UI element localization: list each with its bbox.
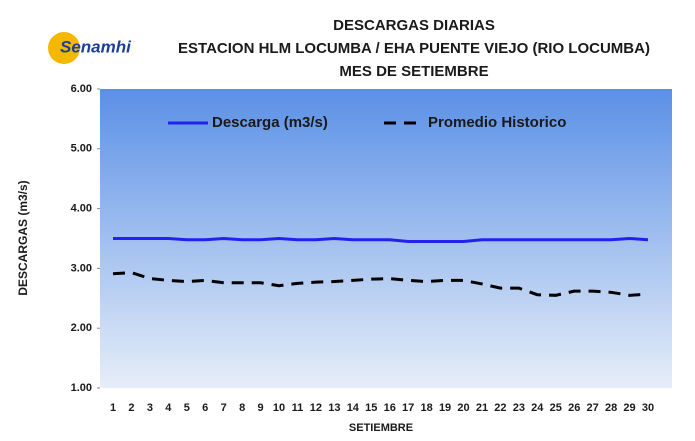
series-line xyxy=(112,271,649,297)
y-tick-label: 5.00 xyxy=(71,143,92,155)
x-tick-label: 8 xyxy=(239,402,245,414)
x-tick-label: 2 xyxy=(128,402,134,414)
y-tick-label: 4.00 xyxy=(71,203,92,215)
x-tick-label: 29 xyxy=(623,402,635,414)
title-line: ESTACION HLM LOCUMBA / EHA PUENTE VIEJO … xyxy=(178,40,650,57)
x-tick-label: 24 xyxy=(531,402,544,414)
x-tick-label: 7 xyxy=(221,402,227,414)
x-tick-label: 16 xyxy=(384,402,396,414)
y-tick-label: 2.00 xyxy=(71,322,92,334)
x-tick-label: 28 xyxy=(605,402,617,414)
x-tick-label: 11 xyxy=(292,402,304,414)
y-tick-label: 1.00 xyxy=(71,382,92,394)
logo: Senamhi xyxy=(60,37,132,56)
x-tick-label: 13 xyxy=(328,402,340,414)
x-tick-label: 3 xyxy=(147,402,153,414)
x-tick-label: 12 xyxy=(310,402,322,414)
x-tick-label: 6 xyxy=(202,402,208,414)
x-tick-label: 15 xyxy=(365,402,377,414)
x-tick-label: 26 xyxy=(568,402,580,414)
x-tick-label: 4 xyxy=(165,402,172,414)
legend-label: Promedio Historico xyxy=(428,114,566,131)
legend-label: Descarga (m3/s) xyxy=(212,114,328,131)
title-line: MES DE SETIEMBRE xyxy=(339,63,488,80)
x-tick-label: 22 xyxy=(494,402,506,414)
x-tick-label: 10 xyxy=(273,402,285,414)
title-line: DESCARGAS DIARIAS xyxy=(333,17,495,34)
x-tick-label: 17 xyxy=(402,402,414,414)
x-tick-label: 23 xyxy=(513,402,525,414)
logo-sun xyxy=(48,32,80,64)
y-axis-label: DESCARGAS (m3/s) xyxy=(16,180,30,295)
x-tick-label: 14 xyxy=(347,402,360,414)
x-tick-label: 21 xyxy=(476,402,488,414)
x-tick-label: 27 xyxy=(587,402,599,414)
x-tick-label: 1 xyxy=(110,402,116,414)
x-tick-label: 25 xyxy=(550,402,562,414)
x-tick-label: 5 xyxy=(184,402,190,414)
x-axis-label: SETIEMBRE xyxy=(349,422,413,434)
x-tick-label: 19 xyxy=(439,402,451,414)
x-tick-label: 20 xyxy=(457,402,469,414)
x-tick-label: 30 xyxy=(642,402,654,414)
y-tick-label: 6.00 xyxy=(71,83,92,95)
x-tick-label: 9 xyxy=(258,402,264,414)
series-line xyxy=(113,236,649,243)
y-tick-label: 3.00 xyxy=(71,262,92,274)
x-tick-label: 18 xyxy=(420,402,432,414)
